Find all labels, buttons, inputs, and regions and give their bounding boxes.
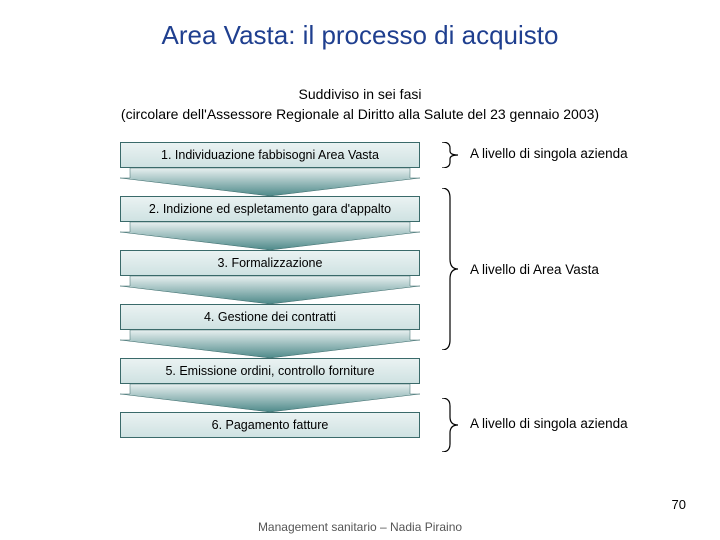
slide: Area Vasta: il processo di acquisto Sudd…: [0, 0, 720, 540]
annotation-text: A livello di Area Vasta: [470, 262, 599, 277]
annotation-text: A livello di singola azienda: [470, 146, 628, 161]
step-box-6: 6. Pagamento fatture: [120, 412, 420, 438]
step-box-1: 1. Individuazione fabbisogni Area Vasta: [120, 142, 420, 168]
page-number: 70: [672, 497, 686, 512]
step-box-4: 4. Gestione dei contratti: [120, 304, 420, 330]
step-label: 3. Formalizzazione: [218, 256, 323, 270]
step-label: 4. Gestione dei contratti: [204, 310, 336, 324]
step-label: 6. Pagamento fatture: [212, 418, 329, 432]
step-label: 2. Indizione ed espletamento gara d'appa…: [149, 202, 391, 216]
step-label: 5. Emissione ordini, controllo forniture: [165, 364, 374, 378]
slide-title: Area Vasta: il processo di acquisto: [40, 20, 680, 51]
step-label: 1. Individuazione fabbisogni Area Vasta: [161, 148, 379, 162]
brace-icon: [440, 142, 458, 168]
arrow-down-icon: [120, 330, 420, 358]
brace-icon: [440, 188, 458, 350]
subtitle-line2: (circolare dell'Assessore Regionale al D…: [40, 105, 680, 125]
step-box-5: 5. Emissione ordini, controllo forniture: [120, 358, 420, 384]
annotation-text: A livello di singola azienda: [470, 416, 628, 431]
arrow-down-icon: [120, 384, 420, 412]
content-row: 1. Individuazione fabbisogni Area Vasta …: [40, 142, 680, 438]
step-box-2: 2. Indizione ed espletamento gara d'appa…: [120, 196, 420, 222]
step-box-3: 3. Formalizzazione: [120, 250, 420, 276]
subtitle-line1: Suddiviso in sei fasi: [40, 85, 680, 105]
slide-subtitle: Suddiviso in sei fasi (circolare dell'As…: [40, 85, 680, 124]
arrow-down-icon: [120, 168, 420, 196]
arrow-down-icon: [120, 276, 420, 304]
brace-icon: [440, 398, 458, 452]
arrow-down-icon: [120, 222, 420, 250]
steps-column: 1. Individuazione fabbisogni Area Vasta …: [110, 142, 430, 438]
footer-text: Management sanitario – Nadia Piraino: [0, 520, 720, 534]
